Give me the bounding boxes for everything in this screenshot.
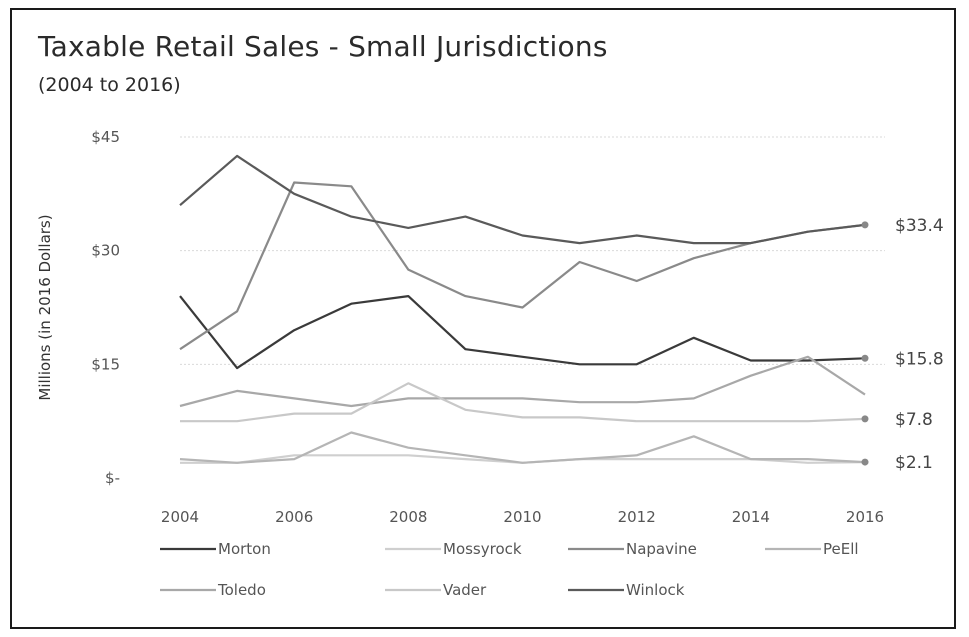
end-point-marker (861, 354, 869, 362)
y-tick-label: $30 (91, 242, 120, 260)
end-point-marker (861, 458, 869, 466)
y-axis-title: Millions (in 2016 Dollars) (36, 214, 54, 400)
x-tick-label: 2010 (503, 508, 541, 526)
chart-title: Taxable Retail Sales - Small Jurisdictio… (38, 30, 608, 63)
legend-label: Mossyrock (443, 540, 522, 558)
legend-label: Toledo (217, 581, 266, 599)
series-line-toledo (179, 355, 866, 408)
legend-label: Winlock (626, 581, 685, 599)
y-tick-label: $15 (91, 355, 120, 373)
x-tick-label: 2016 (846, 508, 884, 526)
y-tick-label: $45 (91, 128, 120, 146)
end-value-label: $2.1 (895, 453, 933, 473)
end-value-label: $33.4 (895, 216, 944, 236)
x-tick-label: 2004 (161, 508, 199, 526)
legend-label: Vader (443, 581, 487, 599)
legend-label: Morton (218, 540, 271, 558)
series-line-morton (179, 295, 866, 370)
chart-frame (10, 8, 956, 629)
end-point-marker (861, 221, 869, 229)
x-tick-label: 2014 (732, 508, 770, 526)
end-point-marker (861, 415, 869, 423)
legend-label: PeEll (823, 540, 859, 558)
chart-subtitle: (2004 to 2016) (38, 74, 181, 96)
series-line-vader (180, 382, 866, 423)
y-tick-label: $- (105, 469, 120, 487)
end-value-label: $7.8 (895, 410, 933, 430)
series-line-napavine (179, 181, 866, 351)
end-value-label: $15.8 (895, 349, 944, 369)
x-tick-label: 2008 (389, 508, 427, 526)
x-tick-label: 2006 (275, 508, 313, 526)
legend-label: Napavine (626, 540, 697, 558)
series-line-winlock (179, 154, 866, 245)
series-line-peell (179, 431, 866, 464)
x-tick-label: 2012 (618, 508, 656, 526)
